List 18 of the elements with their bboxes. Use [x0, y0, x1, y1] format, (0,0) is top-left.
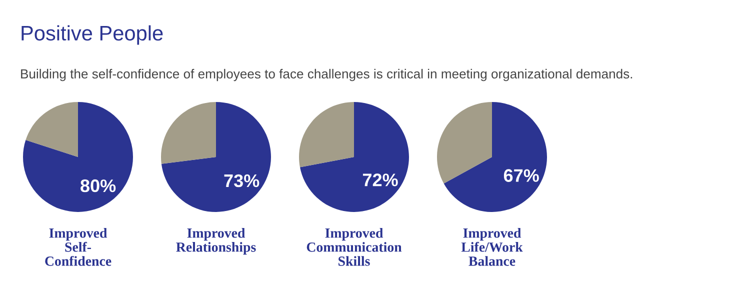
pie-slice [299, 102, 354, 168]
data-label: 80% [80, 179, 116, 192]
text: Improved Life/Work Balance [461, 228, 523, 266]
text: Building the self-confidence of employees to face challenges is critical in meeting organizational demands. [21, 68, 632, 82]
pie-slice [23, 102, 133, 212]
chart-title: Positive People [22, 25, 163, 45]
pie-slice [444, 102, 547, 212]
pie-slice [161, 102, 271, 212]
pie-slice [161, 102, 216, 164]
data-label: 67% [504, 169, 539, 182]
pie-slice [26, 102, 78, 157]
data-label: 73% [224, 174, 260, 188]
data-label: 72% [362, 174, 398, 186]
pie-slice [300, 102, 409, 212]
text: Improved Communication Skills [306, 228, 402, 266]
text: Improved Relationships [176, 228, 256, 255]
text: Improved Self- Confidence [45, 228, 112, 266]
pie-slice [437, 102, 492, 184]
